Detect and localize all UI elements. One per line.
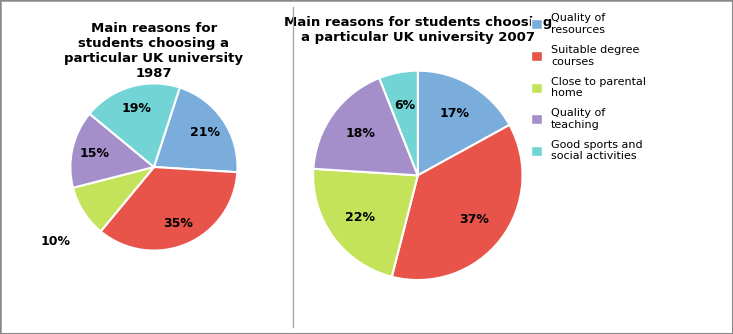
Text: 18%: 18% — [345, 127, 375, 140]
Text: 21%: 21% — [190, 126, 220, 139]
Wedge shape — [391, 125, 523, 280]
Text: 22%: 22% — [345, 211, 375, 224]
Wedge shape — [418, 71, 509, 175]
Text: 35%: 35% — [163, 217, 194, 230]
Text: 37%: 37% — [460, 213, 489, 226]
Wedge shape — [70, 114, 154, 188]
Text: 6%: 6% — [394, 99, 415, 112]
Text: 19%: 19% — [122, 102, 152, 115]
Wedge shape — [313, 169, 418, 277]
Wedge shape — [100, 167, 237, 250]
Text: 15%: 15% — [79, 147, 109, 160]
Text: 17%: 17% — [439, 107, 469, 120]
Text: 10%: 10% — [40, 235, 70, 248]
Wedge shape — [379, 71, 418, 175]
Wedge shape — [73, 167, 154, 231]
Wedge shape — [154, 88, 237, 172]
Wedge shape — [313, 78, 418, 175]
Legend: Quality of
resources, Suitable degree
courses, Close to parental
home, Quality o: Quality of resources, Suitable degree co… — [528, 10, 649, 165]
Wedge shape — [89, 84, 180, 167]
Title: Main reasons for
students choosing a
particular UK university
1987: Main reasons for students choosing a par… — [65, 22, 243, 80]
Title: Main reasons for students choosing
a particular UK university 2007: Main reasons for students choosing a par… — [284, 16, 552, 44]
